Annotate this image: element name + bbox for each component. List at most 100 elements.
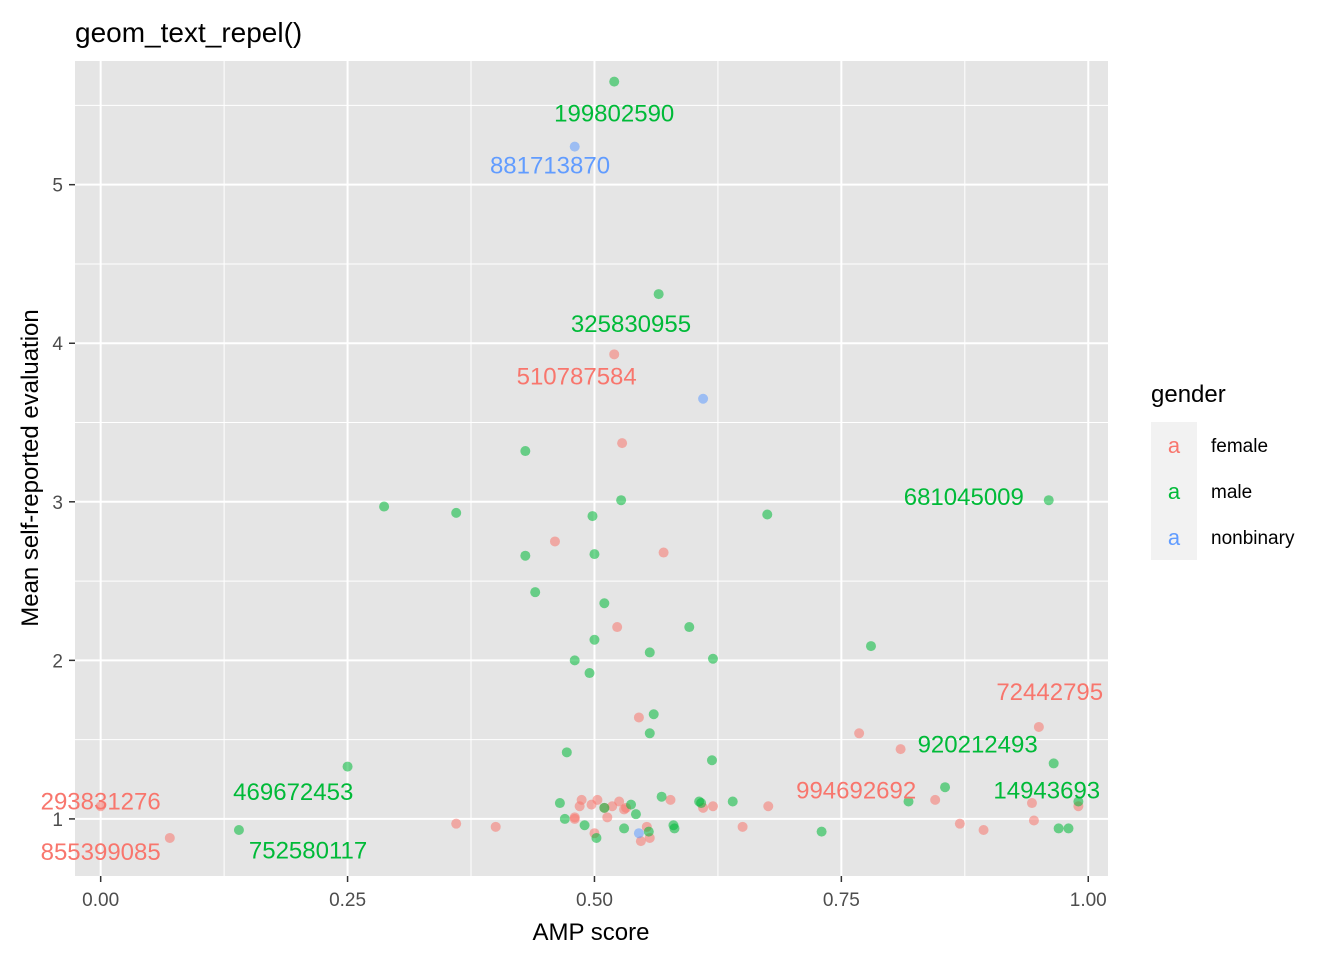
point-label: 752580117 (249, 838, 367, 865)
legend-label-female: female (1211, 436, 1268, 457)
point-label: 920212493 (918, 731, 1038, 758)
data-point-male (644, 728, 655, 739)
legend-key-glyph: a (1168, 433, 1181, 458)
data-point-male (1043, 495, 1054, 506)
data-point-female (978, 825, 989, 836)
data-point-nonbinary (569, 141, 580, 152)
data-point-male (599, 598, 610, 609)
legend: gender a female a male a nonbinary (1151, 381, 1295, 560)
data-point-female (854, 728, 865, 739)
point-label: 855399085 (41, 839, 161, 866)
point-label: 881713870 (490, 153, 610, 180)
data-point-male (706, 755, 717, 766)
data-point-female (763, 801, 774, 812)
data-point-male (1053, 823, 1064, 834)
x-tick-label: 0.50 (576, 890, 613, 911)
data-point-male (609, 76, 620, 87)
data-point-male (696, 798, 707, 809)
data-point-male (589, 634, 600, 645)
data-point-male (599, 802, 610, 813)
data-point-male (379, 501, 390, 512)
data-point-male (1073, 796, 1084, 807)
data-point-male (559, 813, 570, 824)
data-point-male (648, 709, 659, 720)
point-label: 469672453 (233, 779, 353, 806)
y-tick-label: 4 (52, 334, 63, 355)
data-point-male (520, 446, 531, 457)
data-point-female (569, 812, 580, 823)
data-point-female (490, 821, 501, 832)
point-label: 994692692 (796, 777, 916, 804)
point-label: 14943693 (993, 777, 1100, 804)
point-label: 293831276 (41, 788, 161, 815)
data-point-female (451, 818, 462, 829)
data-point-male (530, 587, 541, 598)
data-point-female (1026, 798, 1037, 809)
legend-key-female (1151, 422, 1197, 468)
minor-gridlines (75, 61, 1108, 876)
data-point-male (656, 791, 667, 802)
data-point-male (1048, 758, 1059, 769)
legend-key-male (1151, 468, 1197, 514)
data-point-female (95, 801, 106, 812)
data-point-male (616, 495, 627, 506)
legend-key-glyph: a (1168, 479, 1181, 504)
data-point-male (643, 826, 654, 837)
data-point-female (612, 622, 623, 633)
data-point-female (164, 832, 175, 843)
data-point-male (554, 798, 565, 809)
x-tick-label: 1.00 (1070, 890, 1107, 911)
legend-entries: a female a male a nonbinary (1151, 422, 1295, 560)
major-gridlines (75, 61, 1108, 876)
data-point-male (626, 799, 637, 810)
point-label: 681045009 (904, 484, 1024, 511)
data-point-female (930, 794, 941, 805)
data-point-female (954, 818, 965, 829)
point-labels-layer: 199802590 881713870 325830955 510787584 6810… (41, 100, 1104, 866)
y-tick-label: 2 (52, 651, 63, 672)
data-point-male (619, 823, 630, 834)
data-point-male (561, 747, 572, 758)
data-point-female (592, 794, 603, 805)
data-point-female (1033, 721, 1044, 732)
y-tick-label: 3 (52, 493, 63, 514)
data-point-male (451, 507, 462, 518)
y-axis-title: Mean self-reported evaluation (17, 309, 44, 627)
data-point-female (614, 796, 625, 807)
data-point-male (569, 655, 580, 666)
data-point-male (865, 641, 876, 652)
x-tick-label: 0.25 (329, 890, 366, 911)
data-point-male (591, 832, 602, 843)
legend-key-glyph: a (1168, 525, 1181, 550)
x-tick-label: 0.75 (823, 890, 860, 911)
point-label: 72442795 (996, 679, 1103, 706)
data-point-female (1028, 815, 1039, 826)
data-point-male (684, 622, 695, 633)
plot-panel (75, 61, 1108, 876)
data-point-male (579, 820, 590, 831)
point-label: 325830955 (571, 311, 691, 338)
data-point-male (727, 796, 738, 807)
data-point-male (584, 668, 595, 679)
y-tick-label: 1 (52, 810, 63, 831)
data-point-female (665, 794, 676, 805)
data-point-male (520, 550, 531, 561)
point-label: 510787584 (517, 364, 637, 391)
legend-label-nonbinary: nonbinary (1211, 528, 1295, 549)
data-point-male (940, 782, 951, 793)
data-point-female (895, 744, 906, 755)
y-axis: 1 2 3 4 5 (52, 176, 75, 831)
data-point-male (903, 796, 914, 807)
data-point-male (644, 647, 655, 658)
x-axis-title: AMP score (533, 919, 650, 946)
data-point-male (630, 809, 641, 820)
x-tick-label: 0.00 (82, 890, 119, 911)
data-point-female (602, 812, 613, 823)
legend-title: gender (1151, 381, 1226, 408)
data-point-male (587, 511, 598, 522)
data-point-male (762, 509, 773, 520)
data-point-nonbinary (633, 828, 644, 839)
data-point-male (653, 289, 664, 300)
data-point-female (635, 836, 646, 847)
